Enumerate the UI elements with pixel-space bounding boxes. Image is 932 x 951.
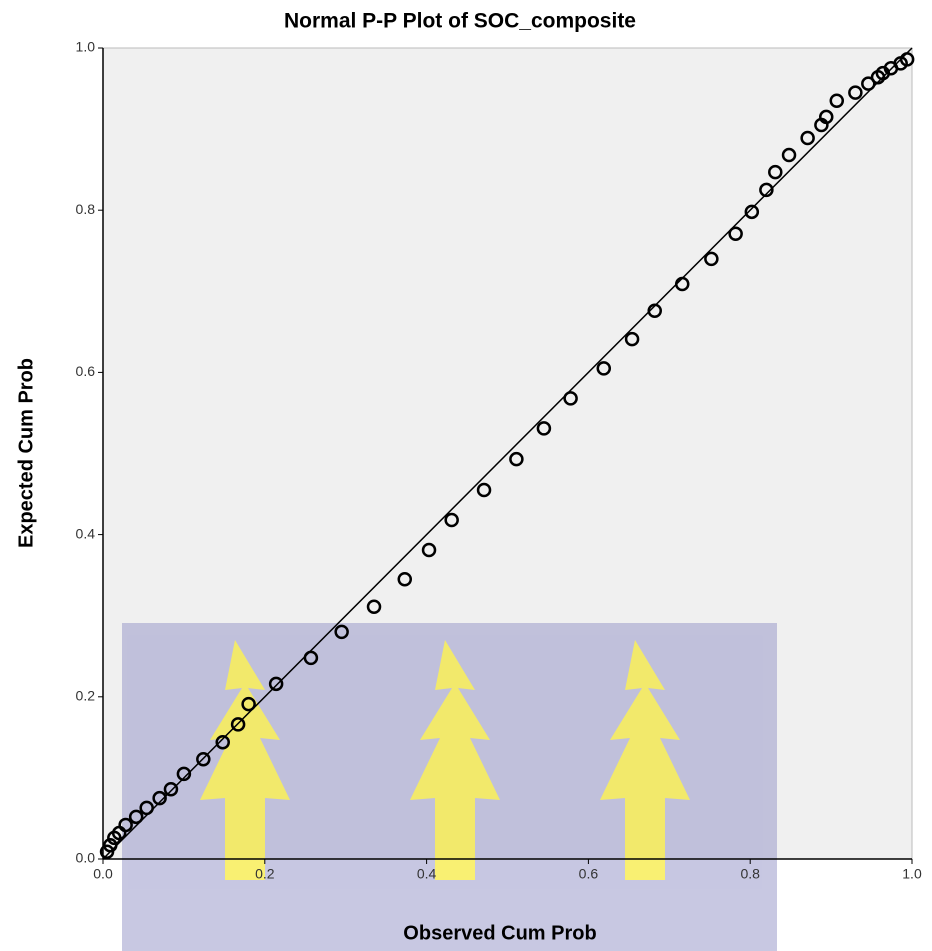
- chart-title: Normal P-P Plot of SOC_composite: [284, 10, 636, 33]
- x-tick-label: 0.2: [255, 866, 275, 882]
- data-point: [768, 164, 783, 180]
- data-point: [596, 361, 612, 376]
- y-tick-label: 0.4: [76, 525, 96, 541]
- x-tick-label: 1.0: [902, 866, 922, 882]
- data-point: [744, 204, 760, 220]
- data-point: [624, 331, 640, 347]
- data-point: [509, 451, 524, 467]
- data-point: [139, 800, 154, 816]
- data-point: [818, 109, 834, 125]
- data-point: [728, 226, 743, 241]
- y-tick-label: 0.2: [76, 688, 96, 704]
- data-point: [536, 421, 552, 436]
- x-axis-label: Observed Cum Prob: [403, 922, 596, 944]
- data-point: [268, 676, 284, 692]
- data-point: [176, 766, 192, 782]
- data-point: [421, 542, 437, 558]
- data-point: [215, 734, 230, 750]
- data-point: [899, 52, 915, 67]
- data-point: [704, 251, 719, 267]
- data-point: [128, 809, 144, 825]
- data-point: [196, 751, 211, 767]
- data-point: [848, 85, 863, 100]
- x-tick-label: 0.4: [417, 866, 437, 882]
- data-point: [829, 93, 845, 108]
- data-point: [674, 276, 690, 292]
- data-point: [366, 599, 382, 615]
- data-point: [230, 717, 246, 732]
- data-point: [334, 624, 349, 640]
- data-point: [303, 650, 319, 666]
- data-point: [241, 696, 256, 712]
- data-point: [476, 482, 492, 498]
- data-point: [647, 303, 662, 319]
- y-tick-label: 0.8: [76, 201, 96, 217]
- data-point: [397, 571, 413, 587]
- y-tick-label: 1.0: [76, 39, 96, 55]
- watermark: [122, 623, 777, 951]
- data-point: [152, 790, 167, 806]
- x-tick-label: 0.8: [740, 866, 760, 882]
- data-point: [444, 512, 459, 528]
- y-tick-label: 0.6: [76, 363, 96, 379]
- data-point: [563, 391, 578, 406]
- data-point: [800, 130, 815, 146]
- data-point: [759, 182, 774, 198]
- y-axis-label: Expected Cum Prob: [15, 358, 37, 548]
- x-tick-label: 0.6: [579, 866, 599, 882]
- reference-line: [102, 47, 913, 860]
- data-point: [103, 837, 118, 853]
- data-point: [781, 147, 797, 163]
- data-point: [861, 76, 876, 91]
- y-tick-label: 0.0: [76, 850, 96, 866]
- data-point: [118, 817, 133, 833]
- x-tick-label: 0.0: [93, 866, 113, 882]
- data-point: [163, 782, 179, 797]
